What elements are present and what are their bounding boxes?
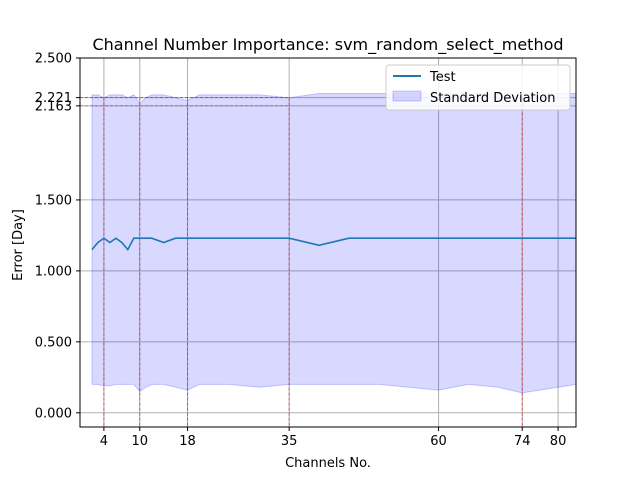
x-tick-label-4: 60 xyxy=(430,434,447,449)
x-tick-label-2: 18 xyxy=(179,434,196,449)
x-tick-label-0: 4 xyxy=(100,434,108,449)
x-axis-label: Channels No. xyxy=(285,456,371,471)
y-tick-label-2: 1.000 xyxy=(35,264,72,279)
std-band-0 xyxy=(91,93,577,394)
y-axis-label: Error [Day] xyxy=(11,209,26,281)
y-tick-label-0: 0.000 xyxy=(35,406,72,421)
y-tick-label-5: 2.221 xyxy=(35,91,72,106)
y-tick-label-3: 1.500 xyxy=(35,193,72,208)
y-tick-label-4: 2.163 xyxy=(35,99,72,114)
y-tick-label-1: 0.500 xyxy=(35,335,72,350)
axes-frame xyxy=(79,57,577,428)
x-tick-label-6: 80 xyxy=(550,434,567,449)
x-tick-label-5: 74 xyxy=(514,434,531,449)
legend-band-swatch xyxy=(392,90,422,102)
plot-area: 4 10 18 35 60 74 800.0000.5001.0001.5002.1632.… xyxy=(35,52,577,449)
x-tick-label-3: 35 xyxy=(281,434,298,449)
y-tick-label-6: 2.500 xyxy=(35,52,72,67)
legend: Test Standard Deviation xyxy=(385,64,571,111)
series-line-0 xyxy=(91,237,576,252)
x-tick-label-1: 10 xyxy=(131,434,148,449)
chart-title: Channel Number Importance: svm_random_se… xyxy=(92,35,563,55)
legend-label-test: Test xyxy=(429,70,456,85)
legend-label-std: Standard Deviation xyxy=(430,91,555,106)
legend-box xyxy=(385,64,571,111)
